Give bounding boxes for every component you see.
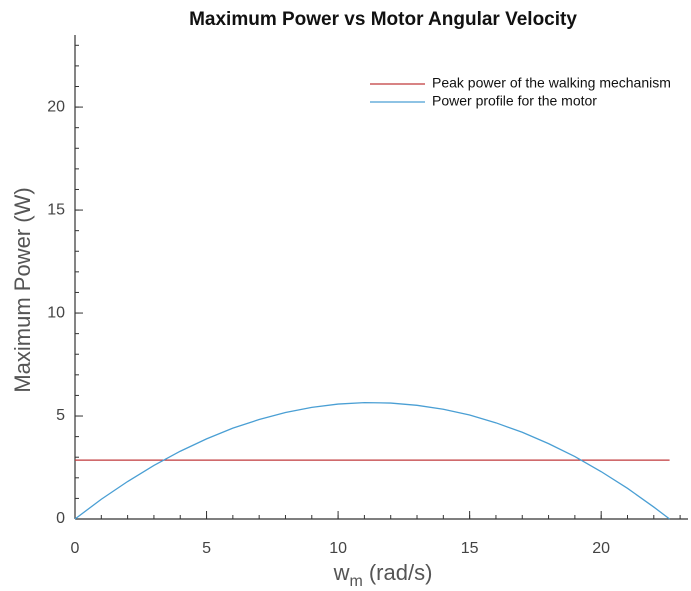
legend-label: Power profile for the motor	[432, 93, 597, 109]
series-line	[74, 401, 670, 520]
y-tick-label: 15	[47, 201, 65, 218]
y-tick-label: 5	[56, 407, 65, 424]
legend-label: Peak power of the walking mechanism	[432, 75, 671, 91]
x-label-subscript: m	[350, 573, 363, 590]
x-label-symbol: w	[333, 560, 350, 585]
y-tick-label: 10	[47, 304, 65, 321]
x-tick-label: 0	[71, 540, 80, 557]
x-axis-label: wm (rad/s)	[333, 560, 433, 590]
x-tick-label: 5	[202, 540, 211, 557]
x-tick-label: 15	[461, 540, 479, 557]
y-axis-label: Maximum Power (W)	[10, 187, 35, 392]
y-tick-label: 0	[56, 510, 65, 527]
y-tick-label: 20	[47, 98, 65, 115]
chart-title: Maximum Power vs Motor Angular Velocity	[189, 9, 577, 30]
x-tick-label: 20	[592, 540, 610, 557]
x-tick-label: 10	[329, 540, 347, 557]
x-label-unit: (rad/s)	[369, 560, 433, 585]
